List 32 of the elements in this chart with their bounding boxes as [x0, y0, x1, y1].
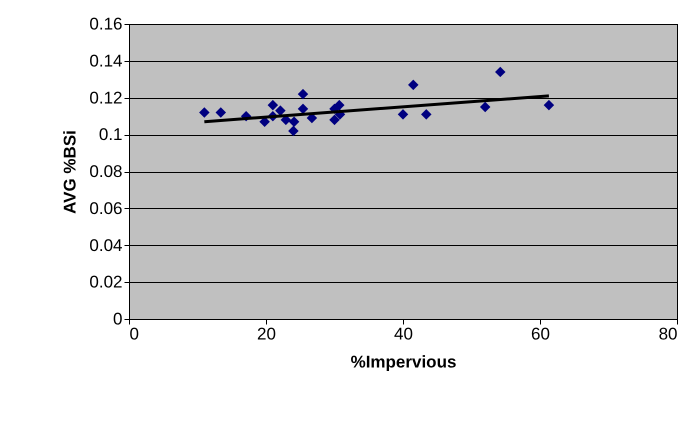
y-tick-label: 0	[113, 310, 122, 328]
point	[275, 105, 286, 116]
point	[329, 114, 340, 126]
point	[544, 100, 554, 110]
x-tick-label: 0	[130, 324, 139, 344]
x-tick-label: 60	[531, 324, 550, 344]
y-tick-label: 0.1	[98, 125, 122, 144]
point	[298, 88, 308, 100]
point	[216, 107, 226, 118]
point	[334, 100, 345, 110]
point	[421, 109, 432, 120]
point	[298, 104, 308, 114]
point	[408, 80, 419, 90]
y-tick-label: 0.12	[89, 88, 122, 108]
x-axis-title: %Impervious	[350, 352, 456, 372]
point	[398, 109, 408, 120]
point	[199, 107, 210, 118]
point	[480, 102, 490, 112]
y-tick-label: 0.02	[89, 272, 122, 292]
x-tick-label: 40	[394, 324, 413, 344]
y-tick-label: 0.14	[89, 51, 122, 70]
point	[268, 100, 278, 110]
y-axis-title: AVG %BSi	[60, 130, 80, 214]
y-tick-label: 0.06	[89, 198, 122, 218]
point	[495, 66, 506, 78]
point	[288, 126, 299, 136]
y-tick-label: 0.16	[89, 14, 122, 34]
y-tick-label: 0.08	[89, 162, 122, 181]
x-tick-label: 20	[257, 324, 276, 344]
x-tick-label: 80	[658, 324, 678, 344]
point	[288, 116, 300, 127]
y-tick-label: 0.04	[89, 236, 122, 255]
